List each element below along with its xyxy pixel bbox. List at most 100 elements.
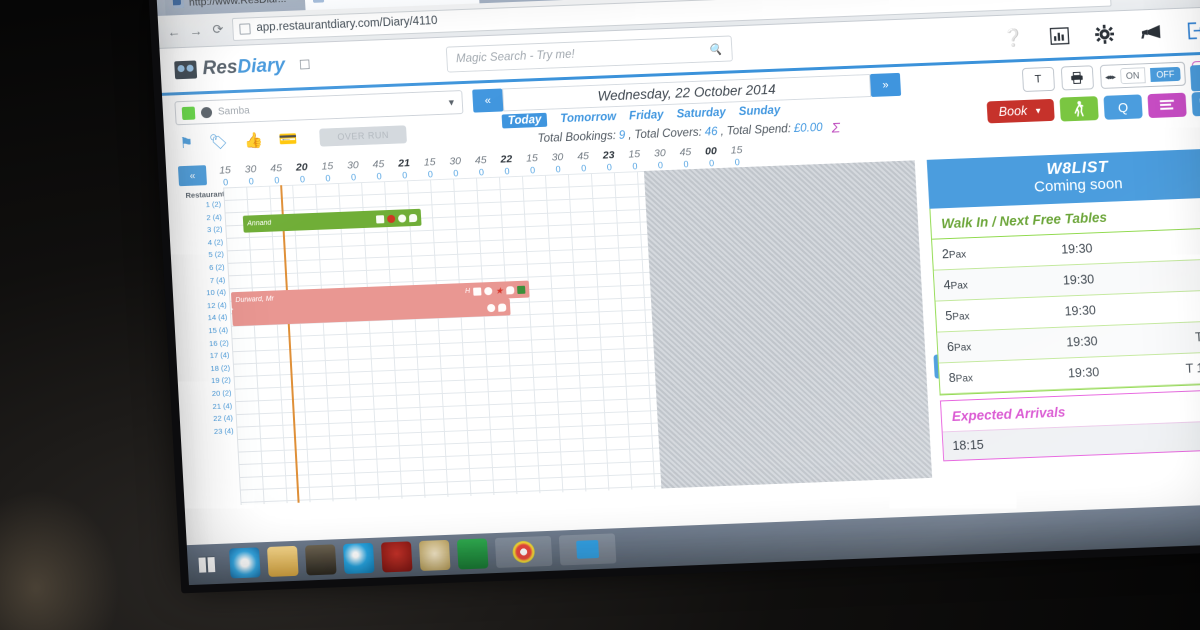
text-size-button[interactable]: T [1021,66,1055,93]
diary-grid[interactable]: Annand Durward, Mr H [223,160,961,506]
dot-icon[interactable] [386,214,396,223]
total-bookings-label: Total Bookings: [537,130,617,146]
book-label: Book [998,103,1028,119]
ruler-tick: 22 [500,153,513,166]
unavailable-shading [643,160,933,489]
money-icon[interactable] [517,285,526,294]
next-day-button[interactable]: » [869,72,902,97]
window-taskbar-button[interactable] [558,533,617,566]
power-icon[interactable] [380,541,413,573]
checkbox-icon[interactable] [375,214,385,224]
resdiary-logo-icon [174,60,198,80]
search-icon[interactable]: 🔍 [707,43,723,56]
help-icon[interactable]: ❔ [1002,27,1025,48]
chrome-taskbar-button[interactable] [494,535,553,569]
star-icon[interactable]: ★ [494,285,504,296]
comment-icon[interactable] [506,285,515,294]
ruler-tick: 30 [449,155,462,168]
walkin-pax: 5Pax [944,308,970,324]
walking-person-icon [1074,101,1084,117]
comment-icon[interactable] [408,213,418,222]
day-link-today[interactable]: Today [501,112,548,129]
ie-icon[interactable] [229,547,261,579]
day-link-tomorrow[interactable]: Tomorrow [560,111,617,126]
resdiary-logo[interactable]: ResDiary [174,55,286,81]
folder-icon[interactable] [266,545,299,577]
thumbs-up-icon[interactable]: 👍 [243,131,264,150]
prev-day-button[interactable]: « [472,88,504,113]
quick-book-button[interactable]: Q [1103,94,1143,120]
ruler-tick: 45 [372,158,385,171]
chevron-down-icon[interactable]: ▼ [446,97,457,108]
total-spend-value: £0.00 [793,121,823,136]
phone-icon[interactable]: ☐ [298,56,312,73]
total-covers-label: Total Covers: [634,126,703,142]
booking-bar[interactable]: Annand [242,208,422,233]
history-icon[interactable] [486,303,496,312]
comment-icon[interactable] [497,302,507,312]
venue-avatar-icon [200,106,213,118]
walkin-time: 19:30 [1064,303,1097,319]
tag-icon[interactable]: 🏷 [208,133,229,152]
magic-search-input[interactable]: Magic Search - Try me! 🔍 [445,35,733,73]
logout-icon[interactable] [1187,21,1200,39]
list-view-button[interactable] [1147,92,1187,119]
ruler-collapse-button[interactable]: « [177,165,208,187]
book-button[interactable]: Book ▼ [986,98,1055,124]
venue-name: Samba [217,104,250,118]
photos-icon[interactable] [304,544,337,576]
ruler-tick: 15 [321,160,334,173]
logo-text: ResDiary [202,55,286,80]
forward-icon[interactable]: → [189,22,203,39]
toggle-on-label[interactable]: ON [1119,67,1146,85]
megaphone-icon[interactable] [1140,24,1162,41]
venue-selector[interactable]: Samba ▼ [174,90,464,126]
page-info-icon [239,22,251,35]
autorefresh-toggle[interactable]: ◂●▸ ON OFF [1099,61,1187,89]
walk-in-button[interactable] [1059,96,1099,122]
resdiary-app: ResDiary ☐ Magic Search - Try me! 🔍 ❔ [159,7,1200,565]
checkbox-icon[interactable] [472,286,482,296]
card-icon[interactable]: 💳 [278,130,298,149]
office-icon[interactable] [456,538,489,570]
skype-icon[interactable] [342,542,375,574]
table-row-label[interactable]: 6 (2) [208,262,225,273]
start-button[interactable] [191,549,223,580]
toggle-off-label[interactable]: OFF [1150,66,1181,83]
table-row-label[interactable]: 1 (2) [205,199,222,210]
ruler-tick: 30 [244,163,257,176]
sigma-icon[interactable]: Σ [831,119,841,136]
reports-icon[interactable] [1049,26,1070,45]
booking-icons [375,213,418,224]
app-icon[interactable] [418,539,451,571]
circle-icon[interactable] [397,213,407,223]
expected-time: 18:15 [952,437,985,454]
expected-title: Expected Arrivals [951,404,1066,425]
walkin-table: T 62 [1163,298,1200,314]
table-row-label[interactable]: 23 (4) [213,425,234,436]
browser-actions [1117,0,1200,2]
over-run-button[interactable]: OVER RUN [318,125,408,147]
day-link-sunday[interactable]: Sunday [738,104,781,119]
left-tool-icons: ⚑ 🏷 👍 💳 OVER RUN [176,123,465,152]
print-button[interactable] [1060,65,1094,91]
day-link-friday[interactable]: Friday [628,109,664,123]
walkin-section: Walk In / Next Free Tables ▴ 2Pax19:30T … [929,196,1200,396]
venue-column: Samba ▼ ⚑ 🏷 👍 💳 OVER RUN [174,90,465,152]
booking-name: Durward, Mr [235,295,275,305]
resdiary-favicon [312,0,325,3]
panel-expand-button[interactable]: » [1189,64,1200,92]
address-bar-url: app.restaurantdiary.com/Diary/4110 [256,14,438,35]
reload-icon[interactable]: ⟳ [212,21,224,37]
history-icon[interactable] [483,286,493,295]
table-row-label[interactable]: 15 (4) [208,325,229,336]
day-link-saturday[interactable]: Saturday [676,106,727,121]
walkin-table: T 200 [1194,329,1200,345]
settings-icon[interactable] [1094,24,1115,44]
grid-view-button[interactable] [1191,91,1200,117]
table-row-label[interactable]: 20 (2) [211,388,232,398]
header-icon-group: ❔ [1002,20,1200,47]
flag-icon[interactable]: ⚑ [179,134,194,153]
resdiary-favicon [172,0,185,9]
back-icon[interactable]: ← [167,23,181,40]
